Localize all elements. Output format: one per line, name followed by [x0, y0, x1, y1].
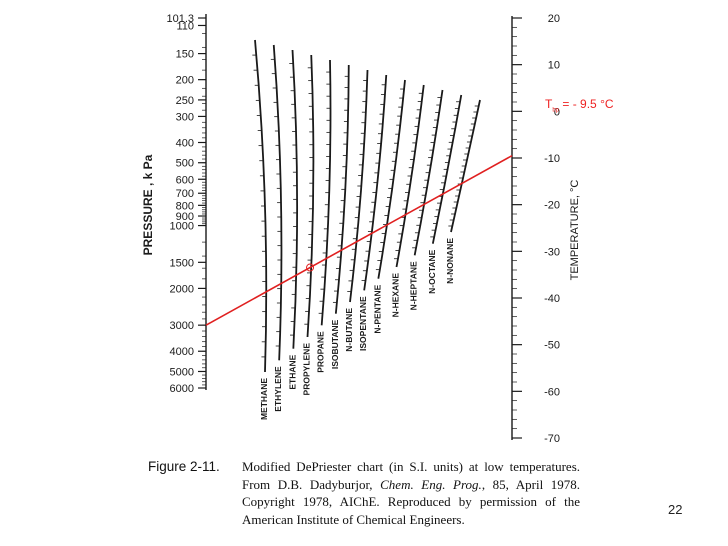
pressure-tick-label: 2000 [170, 283, 194, 295]
component-label: N-BUTANE [344, 308, 354, 352]
pressure-tick-label: 101.3 [166, 13, 194, 25]
pressure-tick-label: 150 [176, 49, 194, 61]
component-label: ISOBUTANE [330, 319, 340, 369]
temperature-tick-label: -10 [544, 153, 560, 165]
pressure-tick-label: 250 [176, 95, 194, 107]
temperature-tick-label: 0 [554, 106, 560, 118]
pressure-tick-label: 400 [176, 138, 194, 150]
pressure-tick-label: 3000 [170, 320, 194, 332]
intersection-marker [306, 263, 315, 272]
temperature-tick-label: -70 [544, 433, 560, 445]
temperature-tick-label: -60 [544, 386, 560, 398]
operating-line [205, 154, 513, 326]
caption-text-2: , 85, April 1978. Copyright 1978, AIChE.… [242, 476, 581, 527]
pressure-tick-label: 600 [176, 174, 194, 186]
component-label: ETHANE [287, 354, 297, 389]
pressure-tick-label: 1000 [170, 221, 194, 233]
component-label: ISOPENTANE [358, 296, 368, 351]
figure-caption: Figure 2-11. Modified DePriester chart (… [148, 458, 580, 528]
pressure-tick-label: 6000 [170, 383, 194, 395]
component-label: ETHYLENE [273, 366, 283, 412]
component-label: N-NONANE [445, 238, 455, 284]
component-label: N-PENTANE [372, 284, 382, 333]
pressure-tick-label: 300 [176, 111, 194, 123]
component-curve [334, 64, 350, 314]
pressure-tick-label: 900 [176, 211, 194, 223]
pressure-tick-label: 200 [176, 75, 194, 87]
component-label: N-HEXANE [391, 273, 401, 318]
pressure-tick-label: 800 [176, 200, 194, 212]
component-label: METHANE [259, 378, 269, 420]
caption-journal: Chem. Eng. Prog. [380, 476, 482, 492]
component-label: PROPANE [316, 331, 326, 373]
pressure-axis-label: PRESSURE , k Pa [141, 154, 155, 255]
pressure-tick-label: 4000 [170, 346, 194, 358]
temperature-axis: 20 10 0 -10 -20 -30 -40 -50 -60 -70 TEMPERATURE, °… [511, 13, 581, 445]
pressure-tick-label: 110 [176, 20, 194, 32]
pressure-tick-label: 5000 [170, 366, 194, 378]
bubble-point-annotation: Tbp = - 9.5 °C [545, 97, 614, 114]
pressure-tick-label: 700 [176, 188, 194, 200]
figure-label: Figure 2-11. [148, 459, 220, 474]
slide-number: 22 [668, 502, 683, 517]
temperature-tick-label: -40 [544, 293, 560, 305]
temperature-tick-label: 10 [548, 60, 560, 72]
temperature-tick-label: 20 [548, 13, 560, 25]
temperature-axis-label: TEMPERATURE, °C [569, 180, 581, 281]
caption-text-1: Modified DePriester chart (in S.I. units… [242, 459, 580, 492]
component-curves: METHANE ETHYLENE ETHANE PROPYLENE PROPANE ISO… [252, 39, 481, 420]
temperature-tick-label: -50 [544, 340, 560, 352]
temperature-tick-label: -30 [544, 246, 560, 258]
pressure-tick-label: 1500 [170, 257, 194, 269]
component-label: N-HEPTANE [409, 261, 419, 310]
operating-line-segment [205, 154, 513, 326]
temperature-tick-label: -20 [544, 200, 560, 212]
component-label: N-OCTANE [427, 249, 437, 294]
pressure-tick-label: 500 [176, 158, 194, 170]
component-label: PROPYLENE [302, 343, 312, 396]
component-curve [291, 49, 299, 349]
